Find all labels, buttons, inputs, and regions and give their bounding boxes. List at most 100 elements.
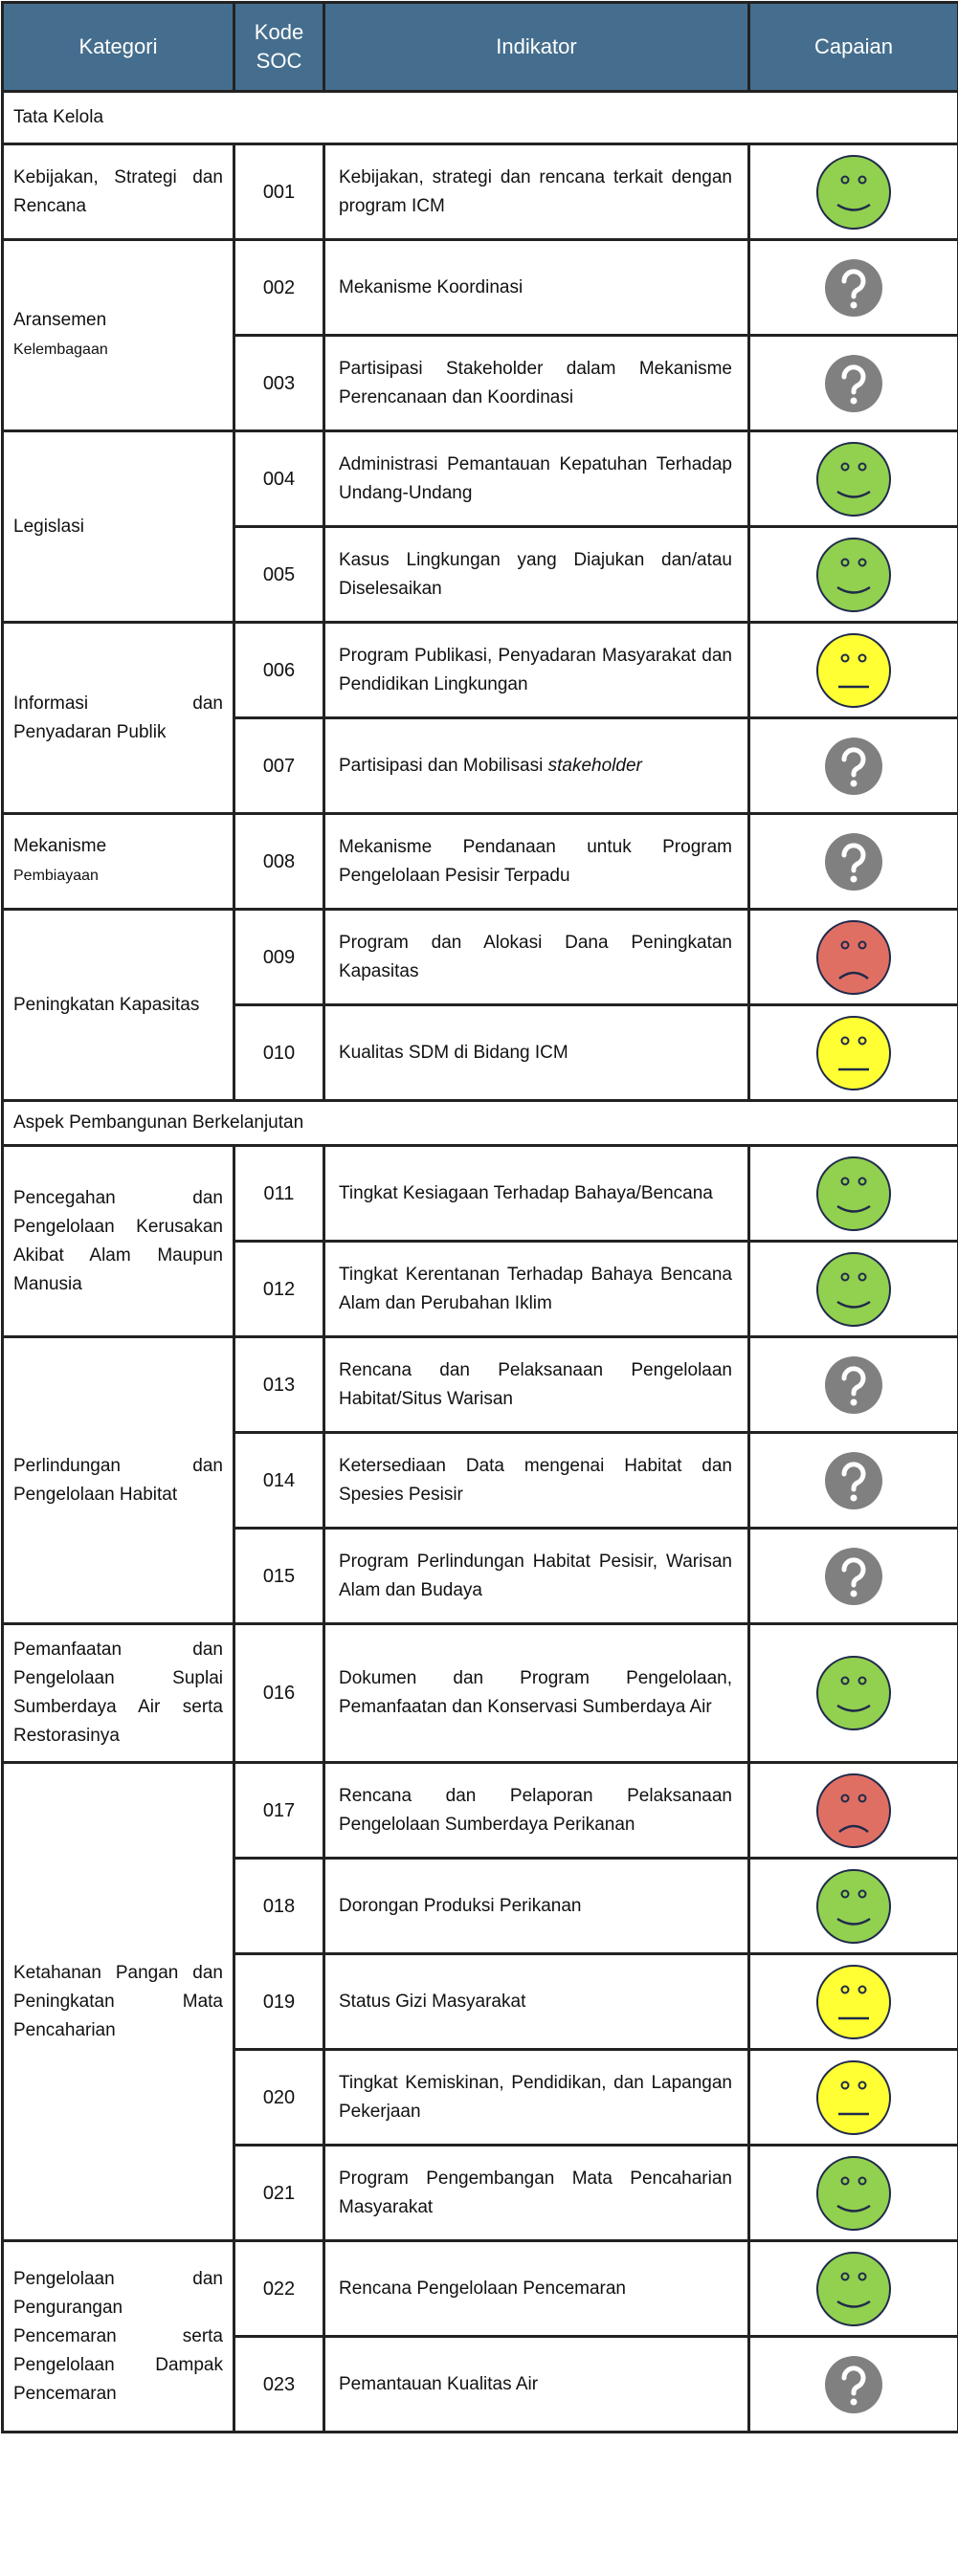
question-icon <box>751 1547 956 1606</box>
category-label: Mekanisme <box>13 836 106 856</box>
category-cell: Pemanfaatan dan Pengelolaan Suplai Sumbe… <box>3 1624 234 1763</box>
category-cell: Perlindungan dan Pengelolaan Habitat <box>3 1337 234 1624</box>
indicator-cell: Kualitas SDM di Bidang ICM <box>324 1005 749 1101</box>
category-cell: Kebijakan, Strategi dan Rencana <box>3 144 234 240</box>
capaian-cell <box>749 144 958 240</box>
soc-code: 002 <box>234 240 324 336</box>
smiley-neutral-icon <box>751 1015 956 1091</box>
category-cell: Mekanisme Pembiayaan <box>3 814 234 910</box>
category-label: Pengelolaan dan Pengurangan Pencemaran s… <box>13 2269 223 2404</box>
soc-code: 018 <box>234 1859 324 1954</box>
indicator-text: Kebijakan, strategi dan rencana terkait … <box>339 167 732 216</box>
capaian-cell <box>749 431 958 527</box>
smiley-neutral-icon <box>751 632 956 709</box>
soc-code: 007 <box>234 718 324 814</box>
header-kategori: Kategori <box>3 3 234 92</box>
category-label: Kebijakan, Strategi dan Rencana <box>13 167 223 216</box>
indicator-text: Program dan Alokasi Dana Peningkatan Kap… <box>339 933 732 981</box>
category-cell: Pencegahan dan Pengelolaan Kerusakan Aki… <box>3 1146 234 1337</box>
indicator-cell: Tingkat Kesiagaan Terhadap Bahaya/Bencan… <box>324 1146 749 1242</box>
question-icon <box>751 1355 956 1415</box>
indicator-cell: Kasus Lingkungan yang Diajukan dan/atau … <box>324 527 749 623</box>
table-row: Pencegahan dan Pengelolaan Kerusakan Aki… <box>3 1146 958 1242</box>
indicator-cell: Tingkat Kemiskinan, Pendidikan, dan Lapa… <box>324 2050 749 2146</box>
capaian-cell <box>749 1763 958 1859</box>
soc-code: 013 <box>234 1337 324 1433</box>
capaian-cell <box>749 2146 958 2241</box>
soc-code: 010 <box>234 1005 324 1101</box>
capaian-cell <box>749 623 958 718</box>
soc-code: 011 <box>234 1146 324 1242</box>
soc-code: 006 <box>234 623 324 718</box>
soc-code: 012 <box>234 1242 324 1337</box>
soc-code: 017 <box>234 1763 324 1859</box>
category-label: Aransemen <box>13 310 106 330</box>
indicator-cell: Administrasi Pemantauan Kepatuhan Terhad… <box>324 431 749 527</box>
category-label: Ketahanan Pangan dan Peningkatan Mata Pe… <box>13 1963 223 2040</box>
capaian-cell <box>749 336 958 431</box>
category-cell: Ketahanan Pangan dan Peningkatan Mata Pe… <box>3 1763 234 2241</box>
indicator-text: Dokumen dan Program Pengelolaan, Pemanfa… <box>339 1668 732 1717</box>
question-icon <box>751 2355 956 2414</box>
question-icon <box>751 354 956 413</box>
category-label-sub: Kelembagaan <box>13 341 108 358</box>
indicator-text: Dorongan Produksi Perikanan <box>339 1896 582 1916</box>
category-label: Informasi dan Penyadaran Publik <box>13 694 223 742</box>
smiley-happy-icon <box>751 1655 956 1731</box>
soc-code: 009 <box>234 910 324 1005</box>
section-title: Aspek Pembangunan Berkelanjutan <box>3 1101 958 1146</box>
header-indikator: Indikator <box>324 3 749 92</box>
smiley-neutral-icon <box>751 2059 956 2136</box>
smiley-sad-icon <box>751 919 956 996</box>
soc-code: 021 <box>234 2146 324 2241</box>
capaian-cell <box>749 1242 958 1337</box>
smiley-happy-icon <box>751 1868 956 1945</box>
question-icon <box>751 832 956 892</box>
indicator-cell: Pemantauan Kualitas Air <box>324 2337 749 2433</box>
table-row: Mekanisme Pembiayaan 008 Mekanisme Pendanaa… <box>3 814 958 910</box>
smiley-neutral-icon <box>751 1964 956 2040</box>
category-cell: Peningkatan Kapasitas <box>3 910 234 1101</box>
indicator-text: Status Gizi Masyarakat <box>339 1992 525 2012</box>
capaian-cell <box>749 2050 958 2146</box>
category-label-sub: Pembiayaan <box>13 868 99 884</box>
capaian-cell <box>749 910 958 1005</box>
indicator-text: Rencana dan Pelaksanaan Pengelolaan Habi… <box>339 1360 732 1409</box>
indicator-text: Mekanisme Koordinasi <box>339 277 523 297</box>
soc-code: 023 <box>234 2337 324 2433</box>
indicator-text: Program Pengembangan Mata Pencaharian Ma… <box>339 2169 732 2217</box>
indicator-text: Partisipasi dan Mobilisasi <box>339 756 543 776</box>
category-cell: Legislasi <box>3 431 234 623</box>
indicator-cell: Program dan Alokasi Dana Peningkatan Kap… <box>324 910 749 1005</box>
indicator-cell: Partisipasi Stakeholder dalam Mekanisme … <box>324 336 749 431</box>
indicator-text: Tingkat Kemiskinan, Pendidikan, dan Lapa… <box>339 2073 732 2122</box>
smiley-happy-icon <box>751 154 956 231</box>
soc-code: 001 <box>234 144 324 240</box>
soc-code: 004 <box>234 431 324 527</box>
smiley-sad-icon <box>751 1772 956 1849</box>
indicator-text: Tingkat Kerentanan Terhadap Bahaya Benca… <box>339 1265 732 1313</box>
indicator-cell: Mekanisme Pendanaan untuk Program Pengel… <box>324 814 749 910</box>
question-icon <box>751 258 956 318</box>
soc-code: 005 <box>234 527 324 623</box>
indicator-cell: Program Pengembangan Mata Pencaharian Ma… <box>324 2146 749 2241</box>
indicator-text: Administrasi Pemantauan Kepatuhan Terhad… <box>339 454 732 503</box>
header-capaian: Capaian <box>749 3 958 92</box>
indicator-text: Tingkat Kesiagaan Terhadap Bahaya/Bencan… <box>339 1183 713 1203</box>
indicator-cell: Status Gizi Masyarakat <box>324 1954 749 2050</box>
indicator-cell: Rencana Pengelolaan Pencemaran <box>324 2241 749 2337</box>
smiley-happy-icon <box>751 2251 956 2327</box>
indicator-text: Program Publikasi, Penyadaran Masyarakat… <box>339 646 732 694</box>
capaian-cell <box>749 718 958 814</box>
indicator-text: Mekanisme Pendanaan untuk Program Pengel… <box>339 837 732 886</box>
indicator-text: Pemantauan Kualitas Air <box>339 2374 538 2394</box>
soc-code: 008 <box>234 814 324 910</box>
category-label: Pencegahan dan Pengelolaan Kerusakan Aki… <box>13 1188 223 1294</box>
